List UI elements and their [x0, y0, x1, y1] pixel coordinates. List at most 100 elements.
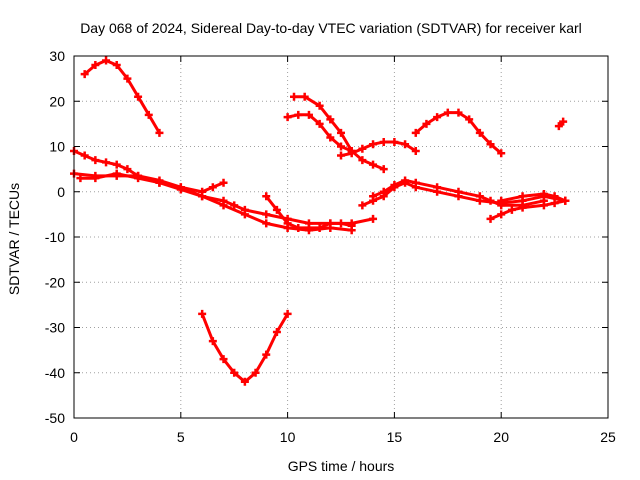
data-point — [486, 214, 495, 223]
data-point — [337, 219, 345, 228]
y-tick-label: 30 — [49, 48, 65, 64]
data-point — [91, 174, 100, 183]
data-point — [507, 205, 516, 214]
data-point — [326, 133, 335, 142]
data-point — [550, 192, 559, 201]
x-tick-label: 25 — [600, 429, 616, 445]
data-point — [272, 205, 281, 214]
data-point — [475, 192, 484, 201]
series-arc-7 — [290, 92, 356, 156]
data-point — [401, 140, 410, 149]
data-point — [550, 199, 559, 208]
data-point — [401, 176, 410, 185]
data-point — [475, 128, 484, 137]
data-point — [112, 160, 121, 169]
data-point — [433, 113, 442, 122]
data-point — [497, 149, 506, 158]
data-point — [102, 158, 111, 167]
series-arc-1 — [80, 56, 164, 137]
data-point — [80, 151, 89, 160]
series-arc-15 — [554, 117, 568, 131]
data-point — [208, 183, 217, 192]
series-arc-9 — [337, 137, 420, 160]
data-point — [454, 108, 463, 117]
y-tick-label: -30 — [45, 320, 65, 336]
data-point — [112, 61, 121, 70]
data-point — [123, 74, 132, 83]
data-point — [486, 196, 495, 205]
data-point — [283, 309, 292, 318]
data-point — [337, 128, 345, 137]
data-point — [219, 178, 228, 187]
data-point — [80, 70, 89, 79]
y-tick-label: -40 — [45, 365, 65, 381]
data-point — [559, 117, 568, 126]
series-arc-3 — [70, 169, 378, 228]
data-point — [290, 92, 299, 101]
y-tick-label: 0 — [57, 184, 65, 200]
data-point — [134, 92, 143, 101]
data-point — [155, 128, 164, 137]
data-point — [294, 223, 303, 232]
data-point — [155, 178, 164, 187]
data-point — [390, 137, 399, 146]
data-point — [134, 174, 143, 183]
data-point — [294, 110, 303, 119]
data-point — [539, 190, 548, 199]
data-point — [486, 140, 495, 149]
axes: 0 5 10 15 20 25 -50 -40 -30 -20 -10 0 10 20 30 — [45, 48, 616, 445]
data-point — [219, 196, 228, 205]
series-line — [414, 111, 503, 155]
series-arc-14 — [497, 190, 570, 205]
data-point — [262, 350, 271, 359]
data-point — [315, 119, 324, 128]
y-tick-label: 10 — [49, 139, 65, 155]
data-point — [411, 178, 420, 187]
series-arc-8 — [283, 110, 388, 174]
data-point — [251, 368, 260, 377]
data-point — [198, 309, 207, 318]
data-point — [454, 187, 463, 196]
series-arc-12 — [411, 108, 506, 158]
y-tick-label: -10 — [45, 229, 65, 245]
data-point — [411, 147, 420, 156]
series-arc-11 — [369, 176, 548, 210]
data-point — [337, 151, 345, 160]
data-point — [379, 165, 388, 174]
data-point — [518, 203, 527, 212]
data-point — [337, 142, 345, 151]
data-point — [358, 156, 367, 165]
data-point — [91, 61, 100, 70]
grid — [74, 56, 608, 418]
data-point — [539, 201, 548, 210]
data-point — [283, 113, 292, 122]
data-point — [262, 210, 271, 219]
data-point — [379, 137, 388, 146]
x-axis-title: GPS time / hours — [288, 458, 395, 474]
data-point — [262, 219, 271, 228]
x-tick-label: 5 — [177, 429, 185, 445]
data-point — [123, 165, 132, 174]
data-point — [369, 192, 378, 201]
data-point — [304, 223, 313, 232]
data-point — [300, 92, 309, 101]
y-tick-label: -20 — [45, 274, 65, 290]
series-line — [83, 59, 161, 135]
data-point — [554, 122, 563, 131]
data-point — [219, 355, 228, 364]
data-point — [379, 187, 388, 196]
data-point — [208, 337, 217, 346]
data-point — [176, 183, 185, 192]
plot-area — [70, 56, 570, 386]
data-point — [315, 101, 324, 110]
data-point — [198, 187, 207, 196]
data-point — [326, 219, 335, 228]
data-point — [433, 183, 442, 192]
data-point — [272, 328, 281, 337]
data-point — [230, 201, 239, 210]
x-tick-label: 15 — [387, 429, 403, 445]
data-point — [411, 128, 420, 137]
data-point — [315, 223, 324, 232]
